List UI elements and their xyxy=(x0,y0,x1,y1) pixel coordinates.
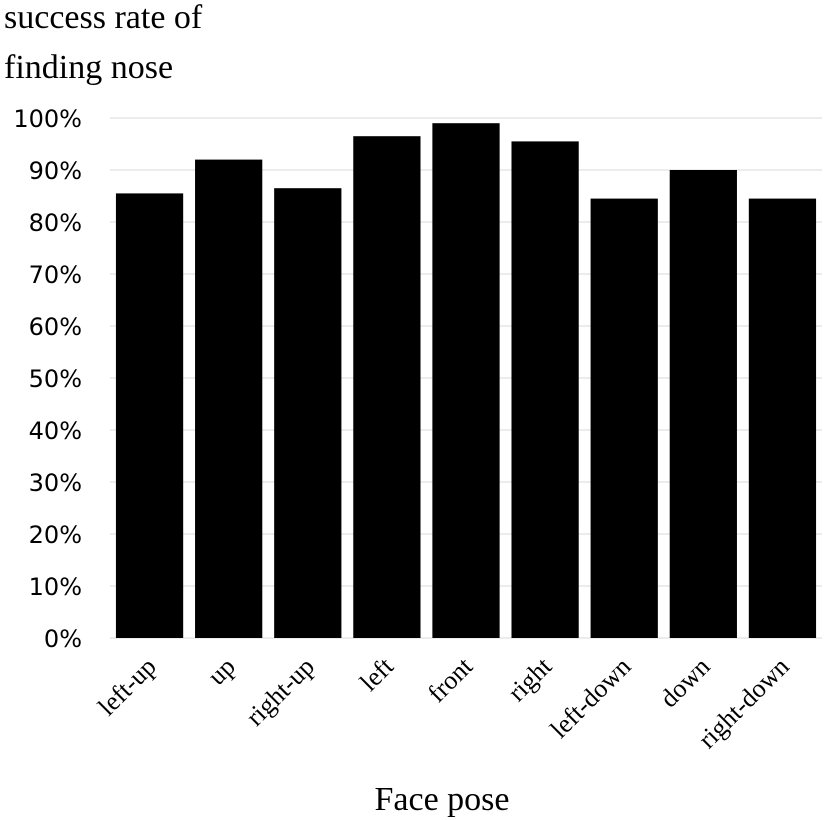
y-axis-ticks: 0% 10% 20% 30% 40% 50% 60% 70% 80% 90% 100% xyxy=(13,105,82,653)
bar-up xyxy=(195,159,263,638)
y-tick-label: 30% xyxy=(29,469,82,497)
x-axis-title: Face pose xyxy=(374,781,509,818)
x-tick-label: left xyxy=(354,651,400,697)
y-tick-label: 10% xyxy=(29,573,82,601)
x-tick-label: right xyxy=(502,651,558,707)
bar-right-down xyxy=(748,198,817,638)
y-tick-label: 100% xyxy=(13,105,82,133)
bar-left-up xyxy=(115,193,184,638)
y-tick-label: 90% xyxy=(29,157,82,185)
y-axis-title-line-1: success rate of xyxy=(4,0,203,36)
bar-left xyxy=(353,136,421,638)
y-tick-label: 70% xyxy=(29,261,82,289)
bar-right xyxy=(511,141,579,638)
bar-down xyxy=(669,170,737,638)
bar-left-down xyxy=(590,198,658,638)
y-tick-label: 20% xyxy=(29,521,82,549)
y-tick-label: 50% xyxy=(29,365,82,393)
x-tick-label: up xyxy=(202,652,241,691)
x-tick-label: left-down xyxy=(544,652,636,744)
bar-right-up xyxy=(274,188,342,638)
x-tick-label: right-up xyxy=(240,652,320,732)
x-tick-label: front xyxy=(422,651,479,708)
y-tick-label: 60% xyxy=(29,313,82,341)
y-tick-label: 80% xyxy=(29,209,82,237)
y-axis-title-line-2: finding nose xyxy=(4,49,173,86)
x-tick-label: left-up xyxy=(92,652,162,722)
y-tick-label: 40% xyxy=(29,417,82,445)
bar-front xyxy=(432,123,500,638)
x-tick-label: down xyxy=(654,652,715,713)
bars xyxy=(115,123,817,638)
y-tick-label: 0% xyxy=(44,625,82,653)
x-axis-ticks: left-up up right-up left front rightleft-down… xyxy=(92,651,794,754)
